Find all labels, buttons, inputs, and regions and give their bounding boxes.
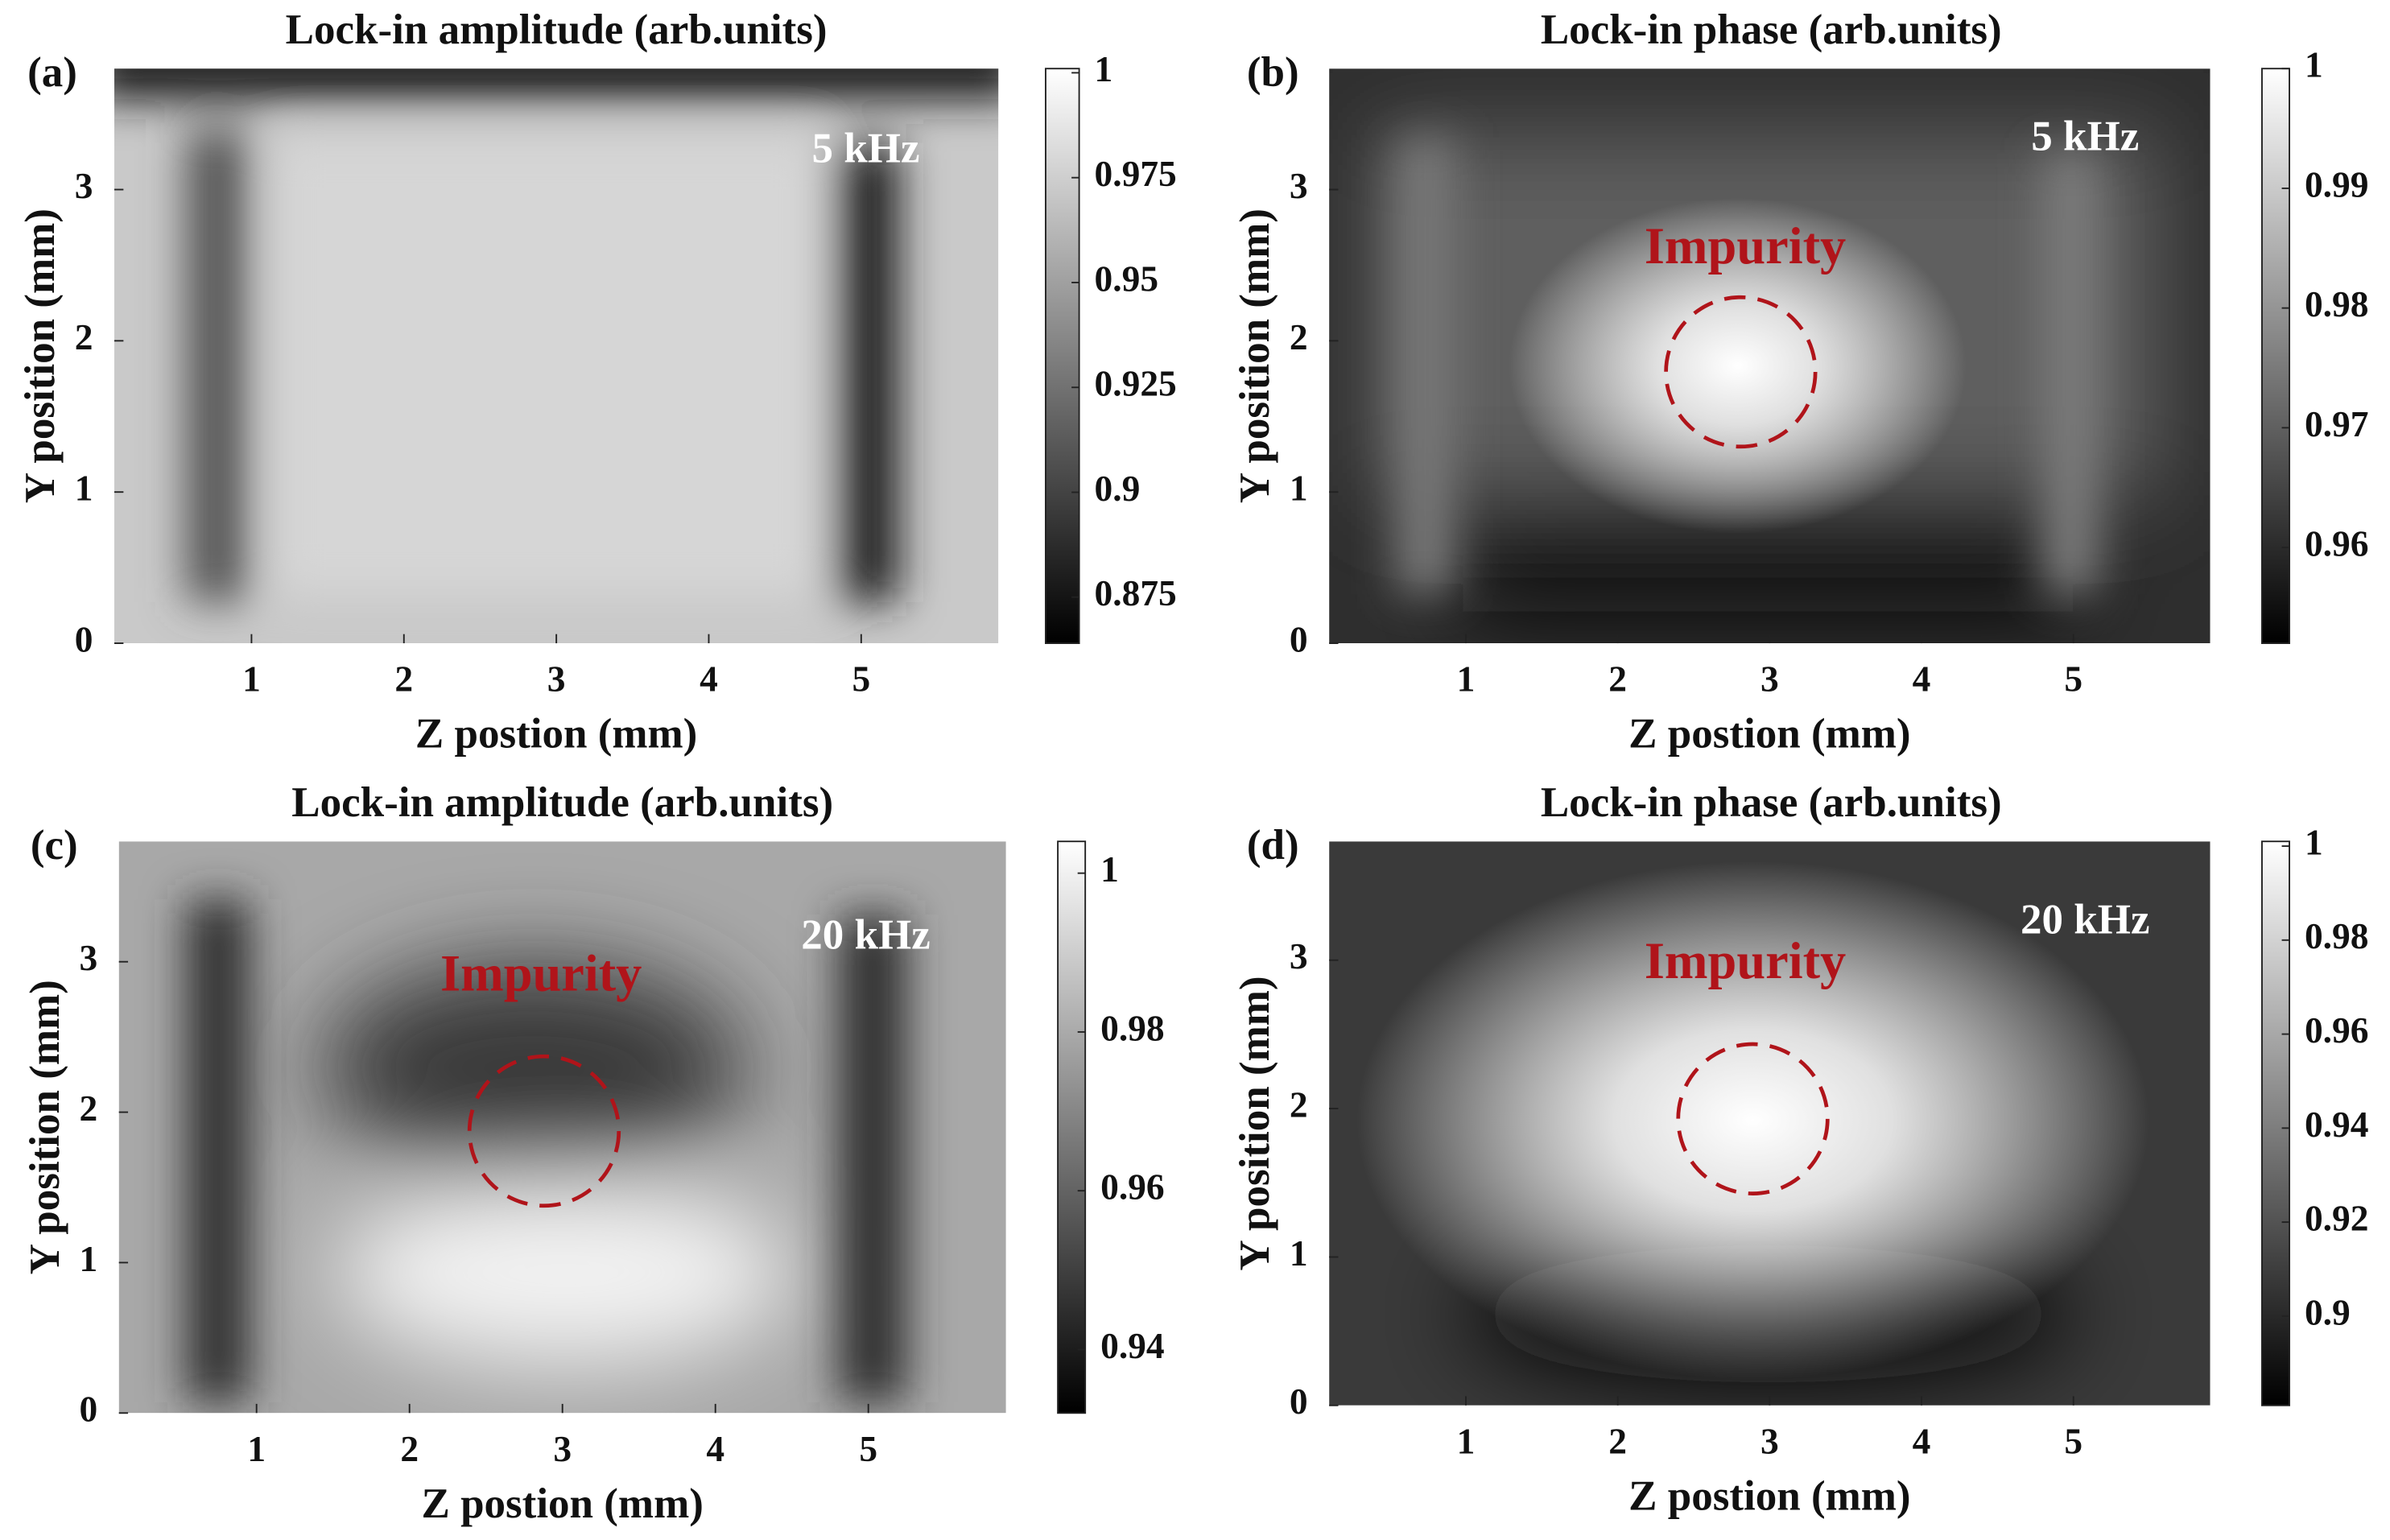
x-tick-label: 4 xyxy=(706,1429,724,1469)
panel-label: (d) xyxy=(1247,822,1299,869)
y-tick-label: 1 xyxy=(1290,469,1308,509)
x-tick-label: 2 xyxy=(1608,659,1627,700)
colorbar-tick-label: 0.96 xyxy=(1100,1167,1165,1208)
impurity-circles xyxy=(467,295,1830,1208)
colorbar-tick-label: 0.875 xyxy=(1095,573,1177,613)
frequency-label: 5 kHz xyxy=(812,126,920,172)
x-tick-label: 5 xyxy=(2064,659,2082,700)
y-tick-label: 1 xyxy=(75,469,93,509)
x-tick-label: 5 xyxy=(852,659,870,700)
y-tick-label: 3 xyxy=(1290,166,1308,206)
colorbar xyxy=(1044,68,1080,645)
impurity-label: Impurity xyxy=(1645,217,1846,275)
x-tick-label: 3 xyxy=(553,1429,572,1469)
colorbar-tick-label: 0.98 xyxy=(1100,1008,1165,1048)
colorbar-tick-label: 0.94 xyxy=(2305,1104,2369,1145)
panel-label: (b) xyxy=(1247,49,1299,96)
colorbar xyxy=(2260,68,2290,645)
x-axis-label: Z postion (mm) xyxy=(1628,1472,1910,1519)
colorbar xyxy=(1057,840,1087,1414)
colorbar-tick-label: 0.94 xyxy=(1100,1326,1165,1366)
colorbar-tick-label: 0.97 xyxy=(2305,404,2369,444)
colorbar-tick-label: 0.98 xyxy=(2305,916,2369,956)
x-tick-label: 1 xyxy=(242,659,261,700)
frequency-label: 20 kHz xyxy=(801,912,930,959)
heatmap-image xyxy=(118,841,1006,1414)
y-axis-label: Y position (mm) xyxy=(17,208,64,503)
y-tick-label: 1 xyxy=(1290,1233,1308,1274)
x-axis-label: Z postion (mm) xyxy=(415,711,697,758)
x-tick-label: 4 xyxy=(1913,1421,1931,1461)
chart-title: Lock-in phase (arb.units) xyxy=(1541,779,2002,826)
panel-label: (c) xyxy=(31,822,78,869)
y-tick-label: 0 xyxy=(79,1389,97,1430)
colorbar-tick-label: 0.99 xyxy=(2305,164,2369,204)
impurity-label: Impurity xyxy=(1645,932,1846,989)
x-tick-label: 4 xyxy=(1913,659,1931,700)
colorbar xyxy=(2260,840,2290,1406)
y-axis-label: Y position (mm) xyxy=(1232,976,1278,1270)
x-tick-label: 1 xyxy=(247,1429,266,1469)
y-axis-label: Y position (mm) xyxy=(22,980,68,1274)
x-tick-label: 5 xyxy=(859,1429,877,1469)
colorbar-tick-label: 0.98 xyxy=(2305,284,2369,324)
chart-title: Lock-in amplitude (arb.units) xyxy=(286,6,828,53)
heatmap-image xyxy=(114,68,999,644)
colorbar-tick-label: 1 xyxy=(2305,822,2323,862)
y-tick-label: 3 xyxy=(75,166,93,206)
y-tick-label: 2 xyxy=(75,317,93,357)
y-tick-label: 0 xyxy=(1290,619,1308,659)
y-tick-label: 0 xyxy=(1290,1381,1308,1422)
x-tick-label: 3 xyxy=(1761,1421,1779,1461)
x-tick-label: 2 xyxy=(394,659,413,700)
x-axis-label: Z postion (mm) xyxy=(1628,711,1910,758)
y-tick-label: 2 xyxy=(79,1088,97,1129)
colorbar-tick-label: 0.95 xyxy=(1095,258,1159,299)
colorbar-tick-label: 0.975 xyxy=(1095,154,1177,194)
y-tick-label: 2 xyxy=(1290,317,1308,357)
x-tick-label: 1 xyxy=(1457,659,1476,700)
colorbar-tick-label: 1 xyxy=(1100,849,1119,890)
frequency-label: 20 kHz xyxy=(2021,897,2149,943)
heatmap-image xyxy=(1329,68,2210,644)
chart-title: Lock-in phase (arb.units) xyxy=(1541,6,2002,53)
heatmap-image xyxy=(1329,841,2210,1406)
x-axis-label: Z postion (mm) xyxy=(421,1480,703,1527)
y-tick-label: 0 xyxy=(75,619,93,659)
y-tick-label: 2 xyxy=(1290,1084,1308,1125)
colorbar-tick-label: 1 xyxy=(1095,49,1113,89)
x-tick-label: 3 xyxy=(547,659,566,700)
x-tick-label: 1 xyxy=(1457,1421,1476,1461)
colorbar-tick-label: 1 xyxy=(2305,45,2323,85)
chart-title: Lock-in amplitude (arb.units) xyxy=(291,779,833,826)
impurity-label: Impurity xyxy=(440,944,642,1001)
x-tick-label: 3 xyxy=(1761,659,1779,700)
x-tick-label: 2 xyxy=(400,1429,419,1469)
colorbar-tick-label: 0.96 xyxy=(2305,1010,2369,1051)
panel-label: (a) xyxy=(27,49,77,96)
frequency-label: 5 kHz xyxy=(2031,113,2139,159)
colorbar-tick-label: 0.9 xyxy=(1095,469,1141,509)
colorbar-tick-label: 0.96 xyxy=(2305,524,2369,564)
colorbar-tick-label: 0.9 xyxy=(2305,1292,2351,1332)
colorbar-tick-label: 0.925 xyxy=(1095,364,1177,404)
y-tick-label: 3 xyxy=(79,938,97,978)
x-tick-label: 2 xyxy=(1608,1421,1627,1461)
x-tick-label: 5 xyxy=(2064,1421,2082,1461)
colorbar-tick-label: 0.92 xyxy=(2305,1199,2369,1239)
y-axis-label: Y position (mm) xyxy=(1232,208,1278,503)
x-tick-label: 4 xyxy=(700,659,718,700)
y-tick-label: 1 xyxy=(79,1239,97,1279)
y-tick-label: 3 xyxy=(1290,936,1308,976)
